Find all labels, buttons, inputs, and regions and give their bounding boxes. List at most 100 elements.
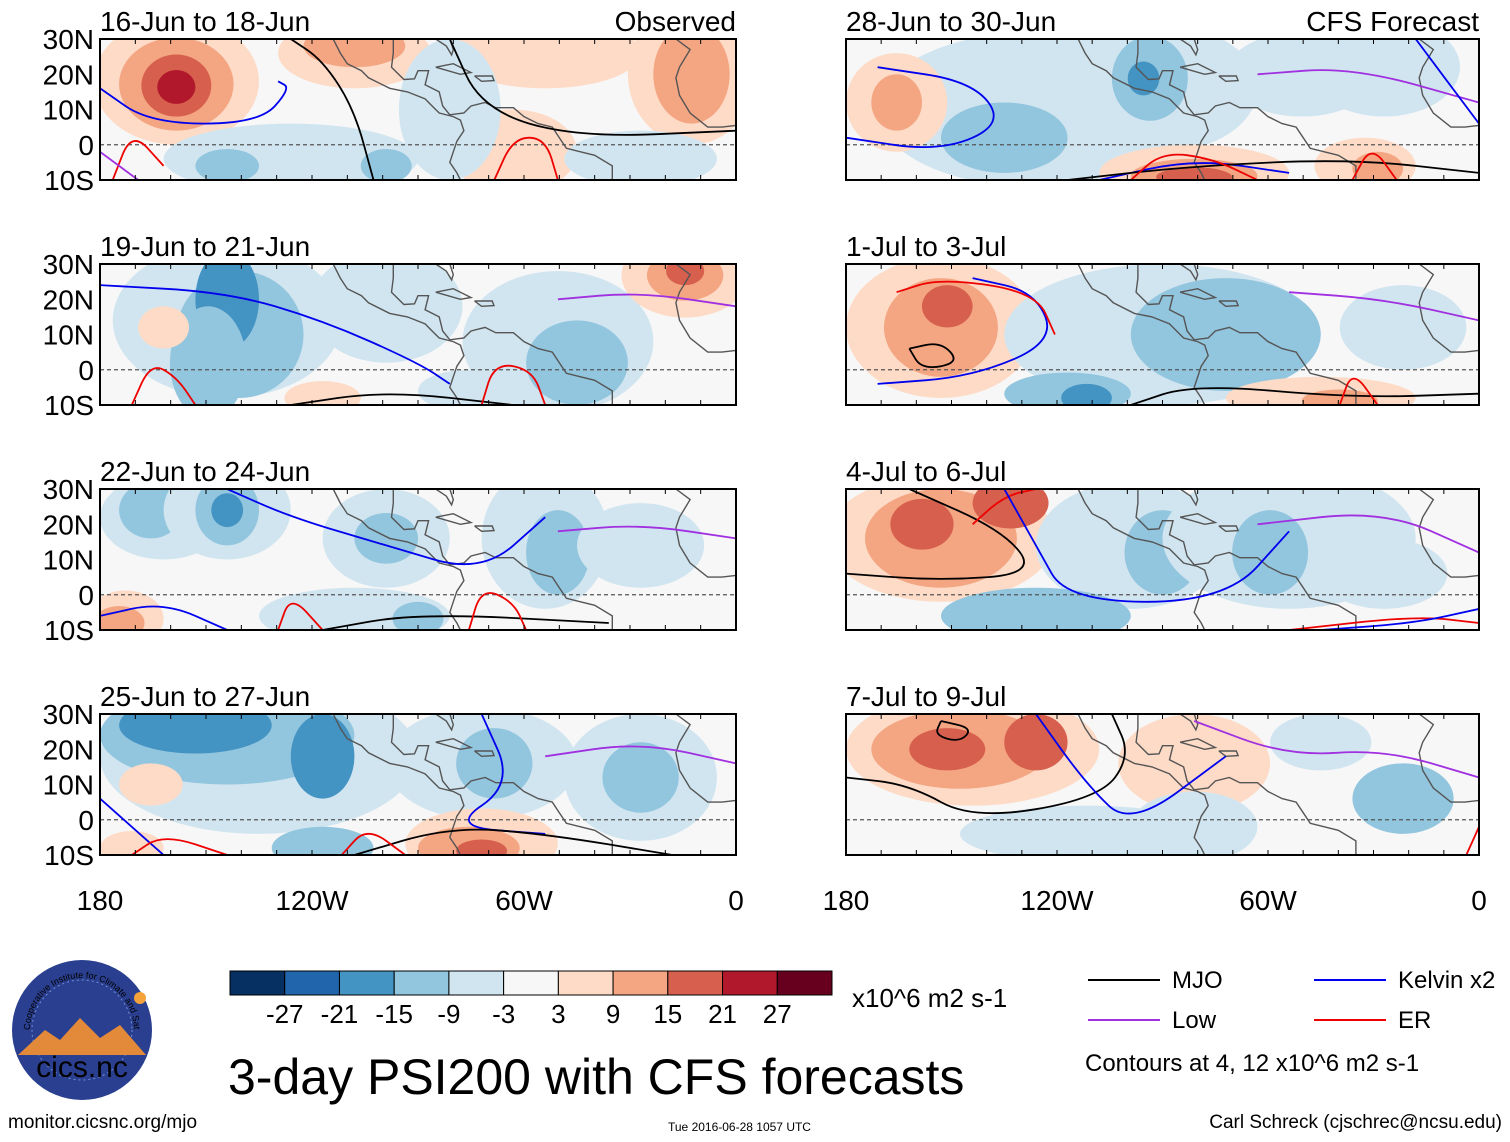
colorbar-swatch bbox=[284, 970, 340, 996]
lat-label: 20N bbox=[43, 59, 94, 90]
colorbar-tick: 27 bbox=[763, 999, 792, 1029]
psi-shading bbox=[354, 512, 419, 564]
contour-mjo bbox=[322, 615, 609, 630]
panel-2: 30N 20N 10N 0 10S 19-Jun to 21-Jun bbox=[43, 231, 737, 421]
psi-shading bbox=[871, 74, 922, 131]
psi-field bbox=[846, 39, 1479, 180]
colorbar-swatch bbox=[722, 970, 778, 996]
contour-kel bbox=[226, 489, 546, 566]
logo-sun bbox=[134, 992, 146, 1004]
contour-er bbox=[277, 602, 324, 630]
coastline bbox=[1218, 75, 1240, 83]
contour-kel bbox=[468, 714, 546, 835]
panel-1: 30N 20N 10N 0 10S 16-Jun to 18-Jun Observed bbox=[43, 6, 737, 196]
colorbar-swatch bbox=[776, 970, 833, 996]
coastline bbox=[474, 300, 496, 308]
legend-label: ER bbox=[1398, 1007, 1431, 1034]
colorbar-tick: -15 bbox=[375, 999, 413, 1029]
contour-low bbox=[1193, 720, 1479, 779]
coastline bbox=[435, 714, 455, 732]
coastline bbox=[1179, 62, 1218, 76]
psi-shading bbox=[303, 39, 406, 68]
contour-er bbox=[896, 280, 1056, 335]
psi-shading bbox=[890, 498, 954, 550]
psi-shading bbox=[1130, 278, 1321, 391]
lon-label: 180 bbox=[823, 885, 870, 916]
lat-label: 10S bbox=[44, 615, 94, 646]
lon-label: 0 bbox=[728, 885, 744, 916]
contour-kel bbox=[100, 80, 288, 125]
contour-er bbox=[130, 367, 197, 405]
psi-shading bbox=[360, 148, 412, 180]
psi-shading bbox=[290, 714, 355, 799]
lat-label: 0 bbox=[78, 355, 94, 386]
coastline bbox=[1179, 264, 1199, 282]
coastline bbox=[675, 714, 736, 803]
lon-label: 60W bbox=[1239, 885, 1297, 916]
contour-mjo bbox=[908, 343, 955, 369]
coastline bbox=[474, 525, 496, 533]
coastline bbox=[1218, 525, 1240, 533]
lat-label: 10S bbox=[44, 840, 94, 871]
contour-note: Contours at 4, 12 x10^6 m2 s-1 bbox=[1085, 1050, 1420, 1077]
colorbar-tick: -21 bbox=[321, 999, 359, 1029]
contour-mjo bbox=[448, 39, 736, 136]
colorbar-swatch bbox=[338, 970, 395, 996]
psi-shading bbox=[653, 39, 730, 124]
psi-shading bbox=[100, 831, 164, 855]
psi-shading bbox=[1352, 763, 1454, 834]
psi-shading bbox=[456, 839, 508, 855]
psi-shading bbox=[602, 742, 679, 813]
contour-mjo bbox=[846, 489, 1025, 580]
psi-shading bbox=[666, 264, 705, 286]
psi-shading bbox=[1270, 714, 1372, 771]
psi-shading bbox=[1127, 61, 1160, 96]
colorbar-tick: -27 bbox=[266, 999, 304, 1029]
panel-6: 1-Jul to 3-Jul bbox=[845, 231, 1480, 406]
psi-shading bbox=[564, 130, 717, 180]
contour-er bbox=[468, 592, 527, 630]
coastline bbox=[390, 264, 613, 405]
coastline bbox=[1039, 714, 1209, 855]
psi-shading bbox=[398, 39, 501, 180]
figure-title: 3-day PSI200 with CFS forecasts bbox=[228, 1049, 965, 1105]
psi-shading bbox=[577, 503, 705, 588]
colorbar-tick: 21 bbox=[708, 999, 737, 1029]
contour-kel bbox=[1003, 489, 1290, 603]
coastline bbox=[435, 62, 474, 76]
psi-shading bbox=[449, 39, 641, 89]
contour-low bbox=[557, 293, 736, 308]
panel-period: 16-Jun to 18-Jun bbox=[100, 6, 310, 37]
contour-mjo bbox=[1067, 160, 1479, 180]
psi-shading bbox=[1339, 285, 1467, 370]
coastline bbox=[1179, 39, 1199, 57]
lat-label: 10N bbox=[43, 95, 94, 126]
coastline bbox=[390, 489, 613, 630]
colorbar-tick: 3 bbox=[551, 999, 565, 1029]
lat-label: 10N bbox=[43, 770, 94, 801]
coastline bbox=[435, 737, 474, 751]
contour-kel bbox=[877, 277, 1049, 385]
lon-label: 60W bbox=[495, 885, 553, 916]
psi-shading bbox=[1130, 791, 1258, 855]
psi-shading bbox=[392, 601, 444, 630]
lat-label: 30N bbox=[43, 24, 94, 55]
psi-shading bbox=[1061, 383, 1112, 405]
lat-label: 20N bbox=[43, 284, 94, 315]
legend-label: Kelvin x2 bbox=[1398, 967, 1495, 994]
colorbar-units: x10^6 m2 s-1 bbox=[852, 983, 1008, 1013]
lon-label: 180 bbox=[77, 885, 124, 916]
contour-mjo bbox=[846, 714, 1126, 815]
source-url[interactable]: monitor.cicsnc.org/mjo bbox=[8, 1112, 198, 1133]
contour-er bbox=[480, 364, 547, 405]
coastline bbox=[435, 287, 474, 301]
colorbar-swatch bbox=[503, 970, 559, 996]
lat-label: 10S bbox=[44, 165, 94, 196]
coastline bbox=[1039, 264, 1209, 405]
coastline bbox=[390, 714, 613, 855]
lat-label: 10S bbox=[44, 390, 94, 421]
coastline bbox=[474, 750, 496, 758]
lat-label: 0 bbox=[78, 805, 94, 836]
